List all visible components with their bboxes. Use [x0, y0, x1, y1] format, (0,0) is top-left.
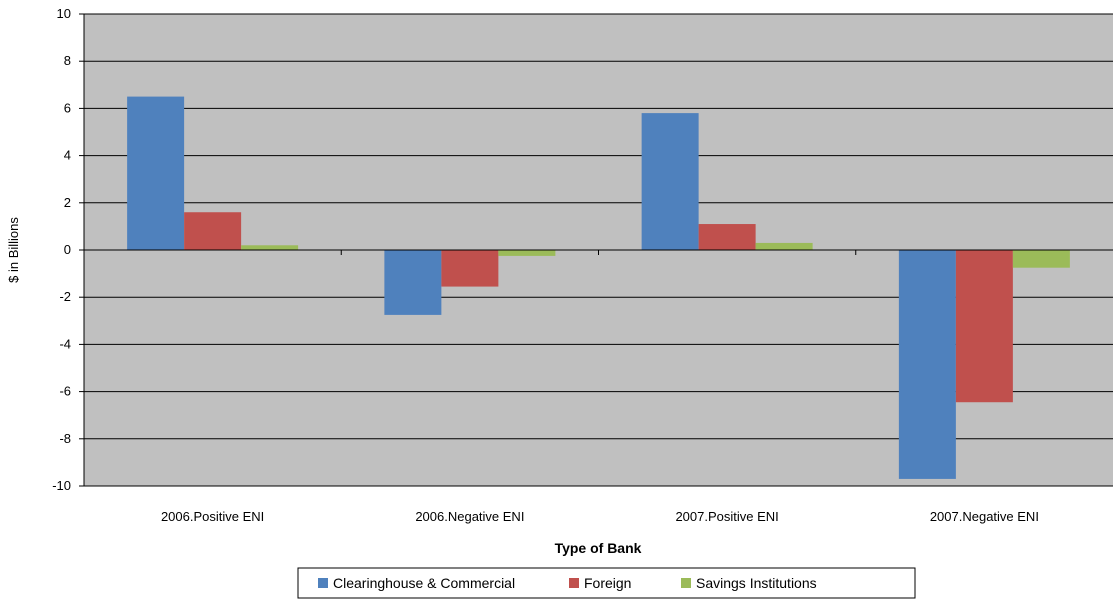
y-tick-label: 0: [64, 242, 71, 257]
y-axis-title: $ in Billions: [6, 217, 21, 283]
y-tick-label: 2: [64, 195, 71, 210]
y-tick-label: 4: [64, 148, 71, 163]
x-tick-label: 2007.Positive ENI: [675, 509, 778, 524]
bars: [127, 96, 1070, 479]
bar-savings-institutions-1: [498, 250, 556, 256]
legend: Clearinghouse & Commercial Foreign Savings…: [297, 567, 916, 599]
bar-clearinghouse-commercial-1: [384, 250, 442, 315]
y-tick-labels: 10 8 6 4 2 0 -2 -4 -6 -8 -10: [52, 6, 71, 493]
bar-clearinghouse-commercial-0: [127, 96, 185, 250]
legend-swatch: [569, 578, 579, 588]
bar-foreign-1: [441, 250, 499, 287]
bar-foreign-0: [184, 212, 242, 250]
bar-savings-institutions-0: [241, 245, 299, 250]
y-tick-label: 6: [64, 100, 71, 115]
legend-label: Savings Institutions: [696, 575, 817, 591]
bar-foreign-2: [698, 224, 756, 250]
bar-foreign-3: [955, 250, 1013, 403]
x-tick-label: 2007.Negative ENI: [930, 509, 1039, 524]
bar-clearinghouse-commercial-2: [641, 113, 699, 251]
x-tick-label: 2006.Negative ENI: [415, 509, 524, 524]
legend-swatch: [681, 578, 691, 588]
y-tick-label: -2: [59, 289, 71, 304]
axes: [79, 13, 1113, 487]
bar-savings-institutions-2: [755, 242, 813, 250]
y-tick-label: -6: [59, 384, 71, 399]
legend-swatch: [318, 578, 328, 588]
bar-savings-institutions-3: [1012, 250, 1070, 268]
x-tick-label: 2006.Positive ENI: [161, 509, 264, 524]
legend-box: [297, 567, 916, 599]
y-tick-label: 10: [57, 6, 71, 21]
legend-label: Foreign: [584, 575, 631, 591]
y-tick-label: -10: [52, 478, 71, 493]
x-tick-labels: 2006.Positive ENI 2006.Negative ENI 2007.P…: [161, 509, 1039, 524]
y-tick-label: 8: [64, 53, 71, 68]
legend-label: Clearinghouse & Commercial: [333, 575, 515, 591]
bar-clearinghouse-commercial-3: [898, 250, 956, 479]
y-tick-label: -4: [59, 336, 71, 351]
y-tick-label: -8: [59, 431, 71, 446]
x-axis-title: Type of Bank: [555, 540, 642, 556]
